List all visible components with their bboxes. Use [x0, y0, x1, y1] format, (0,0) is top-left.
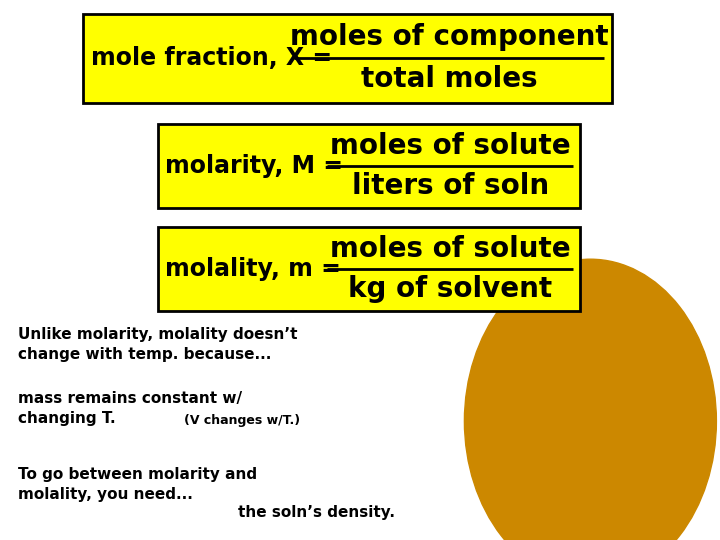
Text: moles of component: moles of component [290, 23, 608, 51]
FancyBboxPatch shape [158, 124, 580, 208]
Text: mass remains constant w/
changing T.: mass remains constant w/ changing T. [18, 392, 242, 426]
Text: total moles: total moles [361, 65, 538, 93]
Text: molality, m =: molality, m = [165, 256, 341, 281]
Ellipse shape [464, 259, 716, 540]
Text: the soln’s density.: the soln’s density. [238, 505, 395, 520]
Text: moles of solute: moles of solute [330, 132, 570, 160]
Text: (V changes w/T.): (V changes w/T.) [184, 414, 300, 427]
Text: mole fraction, X =: mole fraction, X = [91, 46, 332, 70]
Text: molarity, M =: molarity, M = [165, 154, 343, 178]
FancyBboxPatch shape [83, 14, 612, 103]
Text: Unlike molarity, molality doesn’t
change with temp. because...: Unlike molarity, molality doesn’t change… [18, 327, 297, 361]
FancyBboxPatch shape [158, 227, 580, 310]
Text: moles of solute: moles of solute [330, 234, 570, 262]
Text: kg of solvent: kg of solvent [348, 275, 552, 303]
Text: To go between molarity and
molality, you need...: To go between molarity and molality, you… [18, 467, 257, 502]
Text: liters of soln: liters of soln [351, 172, 549, 200]
